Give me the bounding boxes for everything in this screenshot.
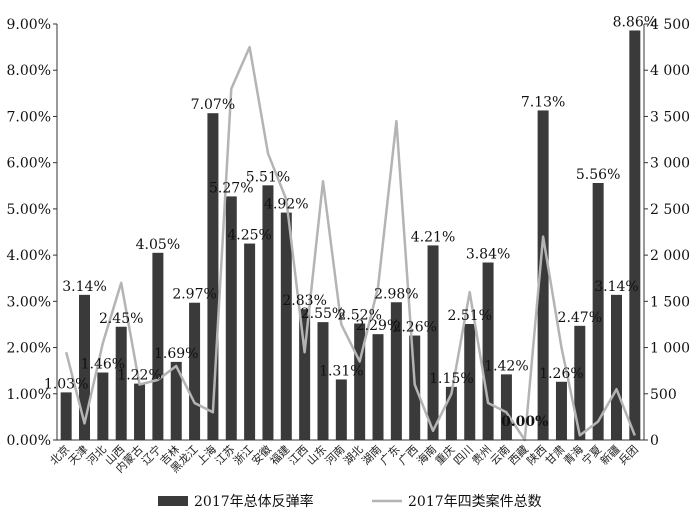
bar-29 (592, 183, 604, 440)
left-tick-label-3: 3.00% (7, 294, 51, 310)
data-label-layer: 1.03% 3.14% 1.46% 2.45% 1.22% 4.05% 1.69% 2.97%… (44, 14, 657, 430)
legend-label-bar: 2017年总体反弹率 (194, 493, 314, 510)
data-label-6: 1.69% (154, 346, 198, 362)
bar-9 (225, 196, 237, 440)
bar-7 (189, 302, 201, 440)
category-label-31: 兵团 (616, 443, 641, 468)
data-label-19: 2.26% (392, 320, 436, 336)
data-label-20: 4.21% (411, 229, 455, 245)
data-label-23: 3.84% (466, 247, 510, 263)
left-tick-label-5: 5.00% (7, 202, 51, 218)
right-tick-label-4: 2 000 (650, 248, 690, 264)
right-tick-label-6: 3 000 (650, 156, 690, 172)
legend: 2017年总体反弹率 2017年四类案件总数 (158, 493, 542, 510)
bar-0 (60, 392, 72, 440)
series-line-case-count (64, 45, 636, 442)
bar-12 (280, 212, 292, 440)
data-label-15: 1.31% (319, 363, 363, 379)
left-tick-label-7: 7.00% (7, 109, 51, 125)
legend-label-line: 2017年四类案件总数 (408, 493, 542, 510)
data-label-17: 2.29% (356, 318, 400, 334)
data-label-11: 5.51% (246, 169, 290, 185)
bar-24 (500, 374, 512, 440)
bar-31 (629, 30, 641, 441)
bar-2 (97, 372, 109, 440)
data-label-9: 5.27% (209, 180, 253, 196)
data-label-5: 4.05% (136, 237, 180, 253)
data-label-29: 5.56% (576, 167, 620, 183)
bar-3 (115, 326, 127, 440)
bar-16 (354, 323, 366, 440)
left-tick-label-8: 8.00% (7, 63, 51, 79)
right-tick-label-0: 0 (650, 433, 659, 449)
bar-6 (170, 361, 182, 440)
left-tick-label-2: 2.00% (7, 341, 51, 357)
left-tick-label-0: 0.00% (7, 433, 51, 449)
data-label-22: 2.51% (447, 308, 491, 324)
right-tick-label-8: 4 000 (650, 63, 690, 79)
bar-4 (134, 383, 146, 440)
bar-30 (610, 294, 622, 440)
data-label-0: 1.03% (44, 376, 88, 392)
data-label-1: 3.14% (62, 279, 106, 295)
left-tick-label-1: 1.00% (7, 387, 51, 403)
left-tick-label-9: 9.00% (7, 17, 51, 33)
right-tick-label-9: 4 500 (650, 17, 690, 33)
bar-5 (152, 252, 164, 440)
data-label-2: 1.46% (81, 357, 125, 373)
right-tick-label-1: 500 (650, 387, 677, 403)
data-label-10: 4.25% (227, 228, 271, 244)
bar-15 (335, 379, 347, 440)
bar-17 (372, 334, 384, 440)
data-label-3: 2.45% (99, 311, 143, 327)
bar-1 (79, 294, 91, 440)
data-label-4: 1.22% (117, 368, 161, 384)
right-tick-label-7: 3 500 (650, 109, 690, 125)
bar-10 (244, 243, 256, 440)
bar-23 (482, 262, 494, 440)
bar-11 (262, 185, 274, 440)
line-layer (64, 45, 636, 442)
bar-layer (60, 30, 641, 441)
data-label-14: 2.55% (301, 306, 345, 322)
bar-27 (555, 381, 567, 440)
bar-22 (464, 323, 476, 440)
left-tick-label-6: 6.00% (7, 156, 51, 172)
bar-20 (427, 245, 439, 440)
bar-13 (299, 309, 311, 440)
right-tick-label-5: 2 500 (650, 202, 690, 218)
right-tick-label-2: 1 000 (650, 341, 690, 357)
bar-18 (390, 302, 402, 440)
bar-8 (207, 113, 219, 440)
data-label-25: 0.00% (501, 414, 548, 430)
left-tick-label-4: 4.00% (7, 248, 51, 264)
right-tick-label-3: 1 500 (650, 294, 690, 310)
axes-layer: 0.00% 1.00% 2.00% 3.00% 4.00% 5.00% 6.00% 7.00%… (7, 17, 691, 475)
data-label-18: 2.98% (374, 286, 418, 302)
data-label-13: 2.83% (282, 293, 326, 309)
data-label-7: 2.97% (172, 287, 216, 303)
data-label-8: 7.07% (191, 97, 235, 113)
data-label-31: 8.86% (613, 14, 657, 30)
data-label-26: 7.13% (521, 94, 565, 110)
legend-swatch-bar (158, 496, 188, 506)
data-label-12: 4.92% (264, 197, 308, 213)
data-label-28: 2.47% (558, 310, 602, 326)
bar-14 (317, 322, 329, 440)
data-label-21: 1.15% (429, 371, 473, 387)
data-label-16: 2.52% (337, 308, 381, 324)
data-label-24: 1.42% (484, 358, 528, 374)
bar-28 (574, 325, 586, 440)
data-label-30: 3.14% (594, 279, 638, 295)
bar-26 (537, 110, 549, 441)
bar-21 (445, 386, 457, 440)
data-label-27: 1.26% (539, 366, 583, 382)
